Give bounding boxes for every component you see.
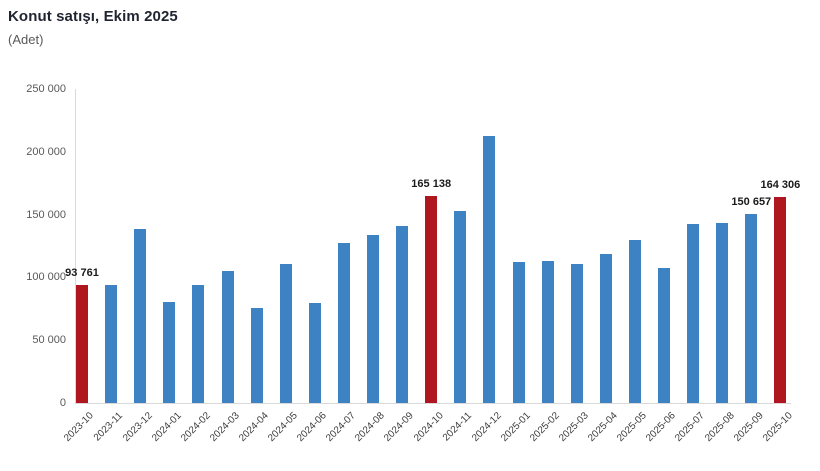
plot-area: 93 761 2023-10 2023-11 2023-12 2024-01 2024-0… [62,89,800,444]
x-tick-label-2025-10: 2025-10 [760,410,795,445]
y-tick-label: 50 000 [32,334,66,347]
x-tick-label-2024-07: 2024-07 [324,410,358,445]
bar-2024-04 [250,308,263,403]
y-tick-label: 150 000 [26,208,66,221]
bar-2023-11 [105,285,118,403]
x-tick-label-2023-12: 2023-12 [120,410,155,445]
bar-2024-09 [396,226,409,403]
x-tick-label-2025-04: 2025-04 [586,410,620,445]
x-tick-label-2024-02: 2024-02 [178,410,213,445]
bar-2025-01 [512,262,525,403]
x-tick-label-2025-08: 2025-08 [702,410,737,445]
bar-value-label-2025-09: 150 657 [731,195,772,208]
y-tick-label: 0 [59,397,66,409]
bar-2024-05 [279,264,292,403]
chart-title: Konut satışı, Ekim 2025 [8,8,178,25]
bar-2025-03 [570,263,583,403]
x-tick-label-2024-12: 2024-12 [469,410,504,445]
bar-2025-07 [687,223,700,403]
x-tick-label-2024-11: 2024-11 [441,410,475,444]
bar-2025-09 [745,213,758,403]
bar-2023-10 [76,285,88,403]
chart-unit-label: (Adet) [8,32,44,47]
x-tick-label-2025-07: 2025-07 [673,410,708,445]
bar-2024-10 [425,195,438,403]
bar-2024-07 [337,243,350,403]
bar-2024-12 [483,135,496,403]
x-tick-label-2024-08: 2024-08 [353,410,388,445]
bar-2025-04 [599,254,612,403]
x-tick-label-2024-03: 2024-03 [207,410,242,445]
x-tick-label-2025-02: 2025-02 [527,410,562,445]
y-tick-label: 100 000 [26,271,66,284]
y-tick-label: 200 000 [26,145,66,158]
x-tick-label-2024-05: 2024-05 [266,410,300,445]
x-tick-label-2024-09: 2024-09 [382,410,417,445]
bar-2025-08 [716,223,729,403]
x-tick-label-2024-06: 2024-06 [295,410,329,445]
x-tick-label-2025-05: 2025-05 [615,410,649,445]
bar-2024-11 [454,210,467,403]
bar-2024-03 [221,270,234,403]
bar-2024-06 [308,303,321,403]
bar-2025-06 [658,267,670,403]
x-tick-label-2023-11: 2023-11 [91,410,126,444]
bar-2024-08 [367,234,379,403]
bar-2024-01 [163,302,176,403]
x-tick-label-2024-04: 2024-04 [236,410,271,445]
bar-value-label-2024-10: 165 138 [411,177,452,190]
bar-2024-02 [192,285,205,403]
x-tick-label-2023-10: 2023-10 [62,410,97,445]
bar-2025-05 [628,239,641,403]
x-tick-label-2025-09: 2025-09 [731,410,766,445]
x-tick-label-2025-01: 2025-01 [498,410,533,445]
bar-2025-02 [541,261,554,403]
bar-2025-10 [774,196,787,403]
x-tick-label-2024-01: 2024-01 [149,410,184,445]
x-tick-label-2025-03: 2025-03 [557,410,591,445]
bar-2023-12 [134,228,147,403]
x-tick-label-2025-06: 2025-06 [644,410,679,445]
y-tick-label: 250 000 [26,83,66,95]
x-tick-label-2024-10: 2024-10 [411,410,446,445]
bar-value-label-2023-10: 93 761 [65,267,99,280]
bar-value-label-2025-10: 164 306 [760,178,801,191]
